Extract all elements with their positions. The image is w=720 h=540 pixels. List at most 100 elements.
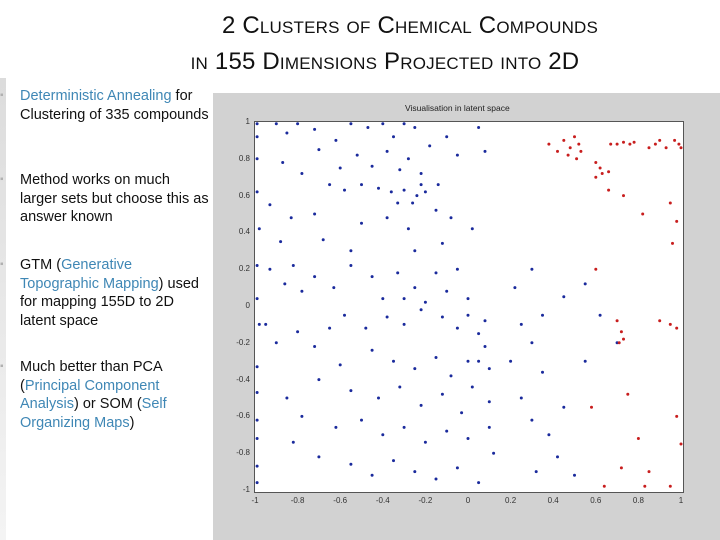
data-point-series-1 xyxy=(313,127,317,131)
x-tick-label: 0.6 xyxy=(590,496,602,505)
data-point-series-1 xyxy=(396,271,400,275)
data-point-series-1 xyxy=(487,425,491,429)
data-point-series-1 xyxy=(377,186,380,190)
data-point-series-2 xyxy=(632,140,636,144)
data-point-series-2 xyxy=(556,149,559,153)
data-point-series-1 xyxy=(470,385,474,389)
link-self-organizing-maps[interactable]: Self Organizing Maps xyxy=(20,396,167,431)
data-point-series-2 xyxy=(664,146,668,150)
x-tick-label: -0.2 xyxy=(418,496,433,505)
data-point-series-1 xyxy=(370,348,374,352)
data-point-series-1 xyxy=(455,466,459,470)
data-point-series-1 xyxy=(519,322,523,326)
data-point-series-1 xyxy=(360,221,363,225)
data-point-series-1 xyxy=(285,396,289,400)
data-point-series-2 xyxy=(602,484,606,488)
data-point-series-1 xyxy=(370,164,374,168)
y-tick-label: 0 xyxy=(245,301,250,310)
link-generative-topographic-mapping[interactable]: Generative Topographic Mapping xyxy=(20,257,159,292)
data-point-series-1 xyxy=(534,470,538,474)
data-point-series-2 xyxy=(547,142,551,146)
data-point-series-1 xyxy=(268,203,272,207)
data-point-series-1 xyxy=(445,135,449,139)
data-point-series-1 xyxy=(381,122,385,126)
data-point-series-1 xyxy=(583,359,587,363)
data-point-series-2 xyxy=(668,322,672,326)
data-point-series-2 xyxy=(677,142,681,146)
data-point-series-1 xyxy=(413,367,417,371)
data-point-series-1 xyxy=(428,144,432,148)
y-tick-label: -1 xyxy=(242,485,250,494)
data-point-series-1 xyxy=(255,365,259,369)
data-point-series-1 xyxy=(402,425,406,429)
data-point-series-1 xyxy=(255,391,259,394)
data-point-series-1 xyxy=(556,455,559,459)
data-point-series-1 xyxy=(255,135,259,139)
data-point-series-1 xyxy=(334,425,338,429)
data-point-series-1 xyxy=(289,216,293,220)
data-point-series-1 xyxy=(392,459,395,463)
data-point-series-2 xyxy=(622,140,625,144)
title-line-2: in 155 Dimensions Projected into 2D xyxy=(190,48,580,75)
data-point-series-1 xyxy=(436,183,440,187)
data-point-series-2 xyxy=(573,135,576,139)
data-point-series-1 xyxy=(364,326,368,330)
bullet-method-larger-sets: Method works on much larger sets but cho… xyxy=(0,171,210,256)
data-point-series-1 xyxy=(477,126,481,129)
data-point-series-1 xyxy=(338,363,342,367)
data-point-series-1 xyxy=(313,345,317,348)
y-tick-label: -0.2 xyxy=(236,337,250,347)
data-point-series-1 xyxy=(573,473,576,477)
data-point-series-1 xyxy=(343,313,346,317)
data-point-series-1 xyxy=(466,437,470,440)
data-point-series-2 xyxy=(628,142,632,146)
x-tick-label: -1 xyxy=(251,496,259,505)
data-point-series-1 xyxy=(274,341,278,345)
data-point-series-2 xyxy=(594,161,598,164)
data-point-series-1 xyxy=(466,359,470,363)
data-point-series-2 xyxy=(653,142,657,146)
data-point-series-1 xyxy=(257,322,261,326)
bullet-text: ) or SOM ( xyxy=(74,396,142,412)
data-point-series-1 xyxy=(583,282,587,286)
data-point-series-1 xyxy=(530,418,534,422)
data-point-series-1 xyxy=(279,240,283,244)
data-point-series-1 xyxy=(423,440,427,444)
data-point-series-1 xyxy=(268,267,272,271)
y-tick-label: 0.4 xyxy=(238,227,250,237)
data-point-series-1 xyxy=(483,319,487,323)
y-tick-label: -0.6 xyxy=(236,411,250,421)
data-point-series-1 xyxy=(392,359,395,363)
data-point-series-1 xyxy=(317,378,321,382)
link-principal-component-analysis[interactable]: Principal Component Analysis xyxy=(20,377,160,413)
data-point-series-2 xyxy=(641,212,645,216)
data-point-series-1 xyxy=(392,135,395,139)
data-point-series-1 xyxy=(381,297,385,301)
data-point-series-1 xyxy=(402,122,406,126)
data-point-series-1 xyxy=(385,149,389,153)
data-point-series-2 xyxy=(647,146,651,150)
data-point-series-2 xyxy=(575,157,579,161)
data-point-series-2 xyxy=(619,466,623,470)
data-point-series-1 xyxy=(423,300,427,304)
slide-title: 2 Clusters of Chemical Compounds in 155 … xyxy=(60,8,720,80)
link-deterministic-annealing[interactable]: Deterministic Annealing xyxy=(20,88,172,104)
data-point-series-2 xyxy=(626,392,630,396)
bullet-deterministic-annealing: Deterministic Annealing for Clustering o… xyxy=(0,87,210,171)
data-point-series-1 xyxy=(257,227,261,231)
data-point-series-1 xyxy=(317,148,321,152)
data-point-series-1 xyxy=(406,157,410,161)
data-point-series-1 xyxy=(385,216,389,220)
data-point-series-2 xyxy=(622,337,625,341)
data-point-series-1 xyxy=(434,477,438,481)
data-point-series-1 xyxy=(466,297,470,301)
data-point-series-1 xyxy=(255,481,259,485)
data-point-series-1 xyxy=(466,313,470,317)
data-point-series-1 xyxy=(385,315,389,319)
data-point-series-1 xyxy=(255,190,259,194)
data-point-series-1 xyxy=(487,400,491,404)
data-point-series-1 xyxy=(360,183,363,187)
data-point-series-1 xyxy=(477,332,481,336)
data-point-series-2 xyxy=(622,194,625,198)
